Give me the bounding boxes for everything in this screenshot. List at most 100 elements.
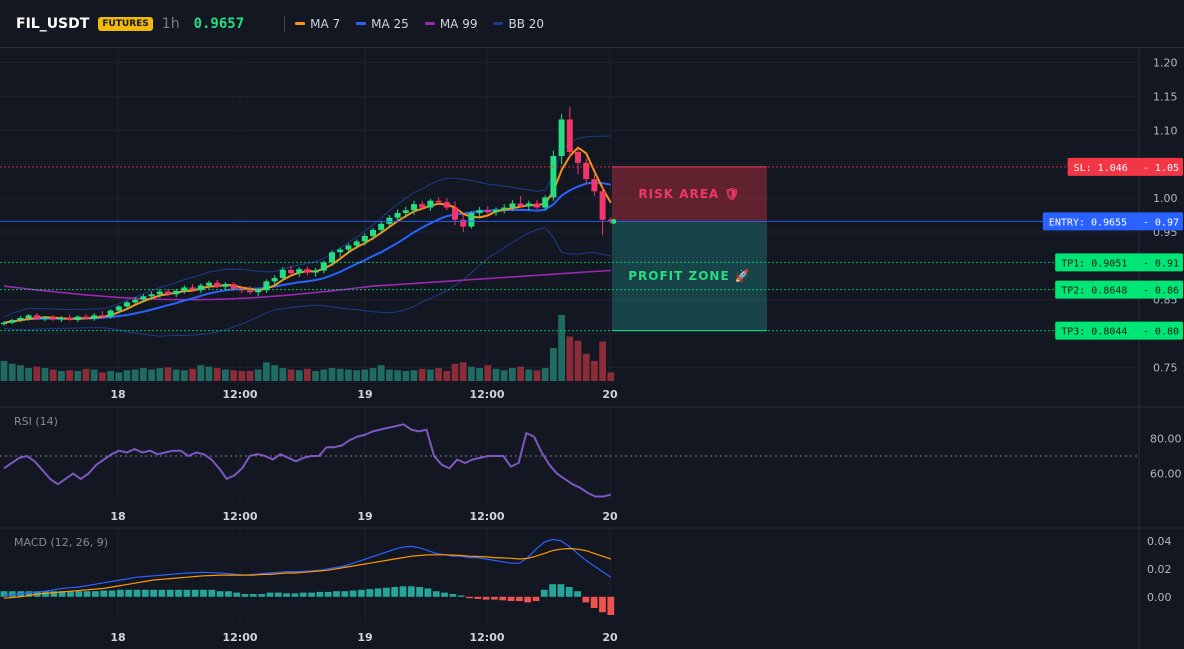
candle-body bbox=[222, 284, 229, 287]
volume-bar bbox=[66, 370, 73, 381]
volume-bar bbox=[574, 340, 582, 381]
candle-body bbox=[435, 200, 442, 203]
macd-histogram-bar bbox=[399, 586, 407, 597]
level-badge-axis: - 0.97 bbox=[1143, 217, 1179, 228]
legend-ma99[interactable]: MA 99 bbox=[424, 17, 477, 31]
volume-bar bbox=[49, 369, 57, 381]
last-price-dot bbox=[611, 218, 617, 224]
macd-histogram-bar bbox=[449, 594, 457, 597]
profit-zone: PROFIT ZONE 🚀 bbox=[612, 221, 767, 332]
macd-histogram-bar bbox=[274, 592, 282, 597]
volume-bar bbox=[205, 366, 213, 381]
candle-body bbox=[312, 270, 319, 273]
macd-histogram-bar bbox=[358, 589, 365, 597]
candle-body bbox=[263, 281, 270, 291]
volume-bar bbox=[517, 366, 524, 381]
risk-area-zone: RISK AREA 🛡 bbox=[612, 166, 767, 222]
volume-bar bbox=[246, 370, 254, 381]
macd-histogram-bar bbox=[416, 587, 424, 597]
bb20-lower-line bbox=[3, 227, 611, 337]
candle-body bbox=[156, 291, 163, 295]
candle-body bbox=[476, 210, 483, 213]
volume-bar bbox=[566, 336, 574, 381]
macd-signal-line bbox=[3, 547, 611, 599]
candle-body bbox=[189, 287, 196, 291]
candle-body bbox=[501, 207, 508, 210]
level-badge[interactable]: TP3: 0.8044 - 0.80 bbox=[1055, 321, 1183, 340]
macd-histogram-bar bbox=[557, 584, 565, 597]
macd-histogram-bar bbox=[191, 589, 199, 597]
legend-ma25[interactable]: MA 25 bbox=[356, 17, 409, 31]
volume-bar bbox=[90, 369, 98, 381]
volume-bar bbox=[271, 365, 278, 381]
symbol-label[interactable]: FIL_USDT bbox=[16, 15, 90, 32]
macd-histogram-bar bbox=[50, 591, 58, 597]
timeframe-label[interactable]: 1h bbox=[161, 15, 180, 32]
macd-histogram-bar bbox=[200, 589, 207, 597]
time-axis-tick: 12:00 bbox=[222, 388, 257, 401]
macd-histogram-bar bbox=[316, 591, 324, 597]
level-badge[interactable]: TP2: 0.8648 - 0.86 bbox=[1055, 280, 1183, 299]
volume-bar bbox=[222, 369, 229, 381]
candle-body bbox=[402, 210, 409, 213]
level-badge-axis: - 0.80 bbox=[1143, 327, 1179, 338]
macd-histogram-bar bbox=[590, 596, 598, 608]
legend-bb20-swatch bbox=[493, 22, 504, 25]
macd-histogram-bar bbox=[291, 593, 299, 597]
volume-bar bbox=[500, 370, 508, 381]
macd-histogram-bar bbox=[249, 594, 257, 597]
legend-ma7-label: MA 7 bbox=[310, 16, 341, 31]
candle-body bbox=[329, 252, 335, 263]
volume-bar bbox=[582, 353, 590, 381]
time-axis-tick: 12:00 bbox=[469, 510, 504, 523]
candle-body bbox=[427, 200, 434, 208]
volume-bar bbox=[451, 363, 459, 381]
macd-histogram-bar bbox=[42, 591, 49, 597]
macd-histogram-bar bbox=[507, 596, 515, 601]
time-axis-tick: 19 bbox=[357, 631, 372, 644]
macd-histogram-bar bbox=[125, 589, 133, 597]
price-axis-tick: 1.20 bbox=[1153, 57, 1178, 70]
macd-histogram-bar bbox=[457, 595, 465, 597]
candle-body bbox=[460, 219, 467, 227]
macd-histogram-bar bbox=[441, 592, 448, 597]
macd-histogram-bar bbox=[283, 593, 291, 597]
level-badge-label: ENTRY: 0.9655 bbox=[1049, 217, 1127, 228]
macd-histogram-bar bbox=[116, 589, 124, 597]
level-badge[interactable]: ENTRY: 0.9655 - 0.97 bbox=[1042, 212, 1183, 231]
volume-bar bbox=[238, 370, 246, 381]
legend-bb20[interactable]: BB 20 bbox=[493, 17, 544, 31]
volume-bar bbox=[345, 369, 352, 381]
macd-title: MACD (12, 26, 9) bbox=[14, 536, 108, 549]
time-axis-tick: 20 bbox=[602, 510, 618, 523]
level-badge-axis: - 1.05 bbox=[1143, 163, 1179, 174]
macd-histogram-bar bbox=[574, 591, 581, 597]
macd-histogram-bar bbox=[432, 591, 440, 597]
volume-bar bbox=[377, 365, 385, 381]
candle-body bbox=[419, 204, 426, 208]
candle-body bbox=[493, 209, 499, 213]
volume-bar bbox=[336, 368, 344, 381]
candle-body bbox=[271, 278, 278, 282]
macd-histogram-bar bbox=[166, 589, 174, 597]
volume-bar bbox=[558, 315, 565, 381]
volume-bar bbox=[533, 370, 541, 381]
macd-histogram-bar bbox=[482, 596, 490, 600]
macd-histogram-bar bbox=[607, 596, 615, 615]
candle-body bbox=[33, 315, 40, 319]
level-badge[interactable]: SL: 1.046 - 1.05 bbox=[1067, 157, 1183, 176]
macd-histogram-bar bbox=[58, 591, 66, 597]
level-badge[interactable]: TP1: 0.9051 - 0.91 bbox=[1055, 253, 1183, 272]
macd-histogram-bar bbox=[382, 587, 390, 597]
macd-histogram-bar bbox=[549, 584, 557, 597]
macd-histogram-bar bbox=[67, 591, 74, 597]
time-axis-tick: 20 bbox=[602, 388, 618, 401]
legend-ma7[interactable]: MA 7 bbox=[295, 17, 340, 31]
volume-bar bbox=[492, 368, 500, 381]
candle-body bbox=[575, 151, 581, 163]
risk-area-label: RISK AREA 🛡 bbox=[638, 187, 740, 201]
volume-bar bbox=[131, 369, 139, 381]
volume-bar bbox=[254, 369, 262, 381]
volume-bar bbox=[287, 369, 295, 381]
